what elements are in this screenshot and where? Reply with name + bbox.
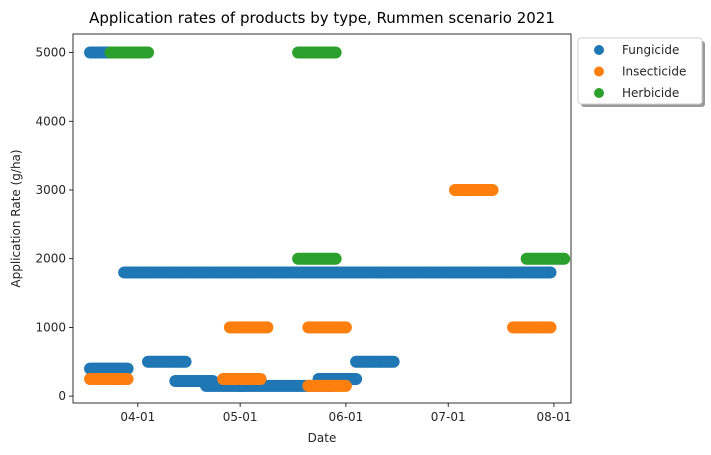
plot-frame — [72, 33, 572, 404]
data-point — [387, 355, 400, 368]
data-points — [84, 46, 571, 392]
data-point — [329, 46, 342, 59]
chart-title: Application rates of products by type, R… — [89, 9, 555, 27]
data-point — [329, 252, 342, 265]
x-tick-label: 08-01 — [537, 410, 572, 424]
y-tick-label: 0 — [58, 389, 66, 403]
y-tick-label: 3000 — [35, 183, 66, 197]
data-point — [486, 183, 499, 196]
data-point — [142, 46, 155, 59]
legend-marker — [594, 66, 604, 77]
series-insecticide — [84, 183, 557, 392]
x-axis-label: Date — [308, 431, 337, 445]
x-tick-label: 07-01 — [431, 410, 466, 424]
legend-box — [577, 37, 703, 105]
data-point — [558, 252, 571, 265]
x-tick-label: 04-01 — [120, 410, 155, 424]
data-point — [121, 372, 134, 385]
data-point — [121, 362, 134, 375]
data-point — [544, 321, 557, 334]
plot-area — [84, 46, 571, 392]
data-point — [339, 379, 352, 392]
y-axis-label: Application Rate (g/ha) — [9, 149, 23, 287]
legend-marker — [594, 45, 604, 55]
axes: 04-01 05-01 06-01 07-01 08-01 0 1000 2000 3000 40… — [35, 33, 572, 424]
y-tick-label: 1000 — [35, 320, 66, 334]
data-point — [261, 321, 274, 334]
data-point — [339, 321, 352, 334]
data-point — [254, 372, 267, 385]
legend-label: Fungicide — [622, 43, 679, 57]
legend: Fungicide Insecticide Herbicide — [577, 37, 705, 107]
y-tick-label: 4000 — [35, 114, 66, 128]
legend-label: Insecticide — [622, 65, 686, 79]
series-herbicide — [104, 46, 571, 265]
legend-marker — [594, 88, 604, 98]
data-point — [544, 266, 557, 279]
x-tick-label: 06-01 — [328, 410, 363, 424]
x-tick-label: 05-01 — [223, 410, 258, 424]
y-tick-label: 2000 — [35, 252, 66, 266]
data-point — [179, 355, 192, 368]
legend-label: Herbicide — [622, 86, 679, 100]
y-tick-label: 5000 — [35, 46, 66, 60]
series-fungicide — [84, 46, 557, 392]
data-point — [350, 372, 363, 385]
